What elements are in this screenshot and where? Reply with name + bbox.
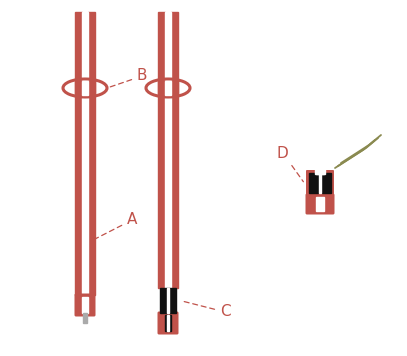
Text: C: C	[181, 301, 231, 319]
Bar	[167, 315, 169, 331]
Bar	[165, 315, 171, 331]
Bar	[165, 81, 171, 95]
Bar	[316, 197, 324, 211]
Bar	[165, 12, 171, 288]
Bar	[82, 12, 88, 295]
Bar	[82, 81, 88, 95]
FancyBboxPatch shape	[306, 170, 334, 196]
Bar	[88, 12, 95, 295]
Text: B: B	[109, 68, 147, 87]
Bar	[315, 164, 325, 174]
Bar	[171, 81, 178, 95]
Bar	[75, 12, 82, 295]
FancyBboxPatch shape	[74, 293, 96, 316]
Bar	[322, 173, 331, 193]
Bar	[319, 173, 321, 193]
Bar	[171, 12, 178, 288]
Bar	[316, 162, 324, 174]
Text: D: D	[277, 146, 303, 182]
Bar	[158, 81, 165, 95]
Bar	[83, 313, 87, 323]
Bar	[160, 288, 176, 313]
FancyBboxPatch shape	[306, 194, 335, 215]
Bar	[88, 81, 95, 95]
Bar	[75, 81, 82, 95]
Bar	[309, 173, 318, 193]
Text: A: A	[96, 213, 138, 239]
Bar	[158, 12, 165, 288]
Bar	[167, 288, 169, 313]
FancyBboxPatch shape	[158, 312, 179, 335]
Bar	[82, 297, 88, 313]
